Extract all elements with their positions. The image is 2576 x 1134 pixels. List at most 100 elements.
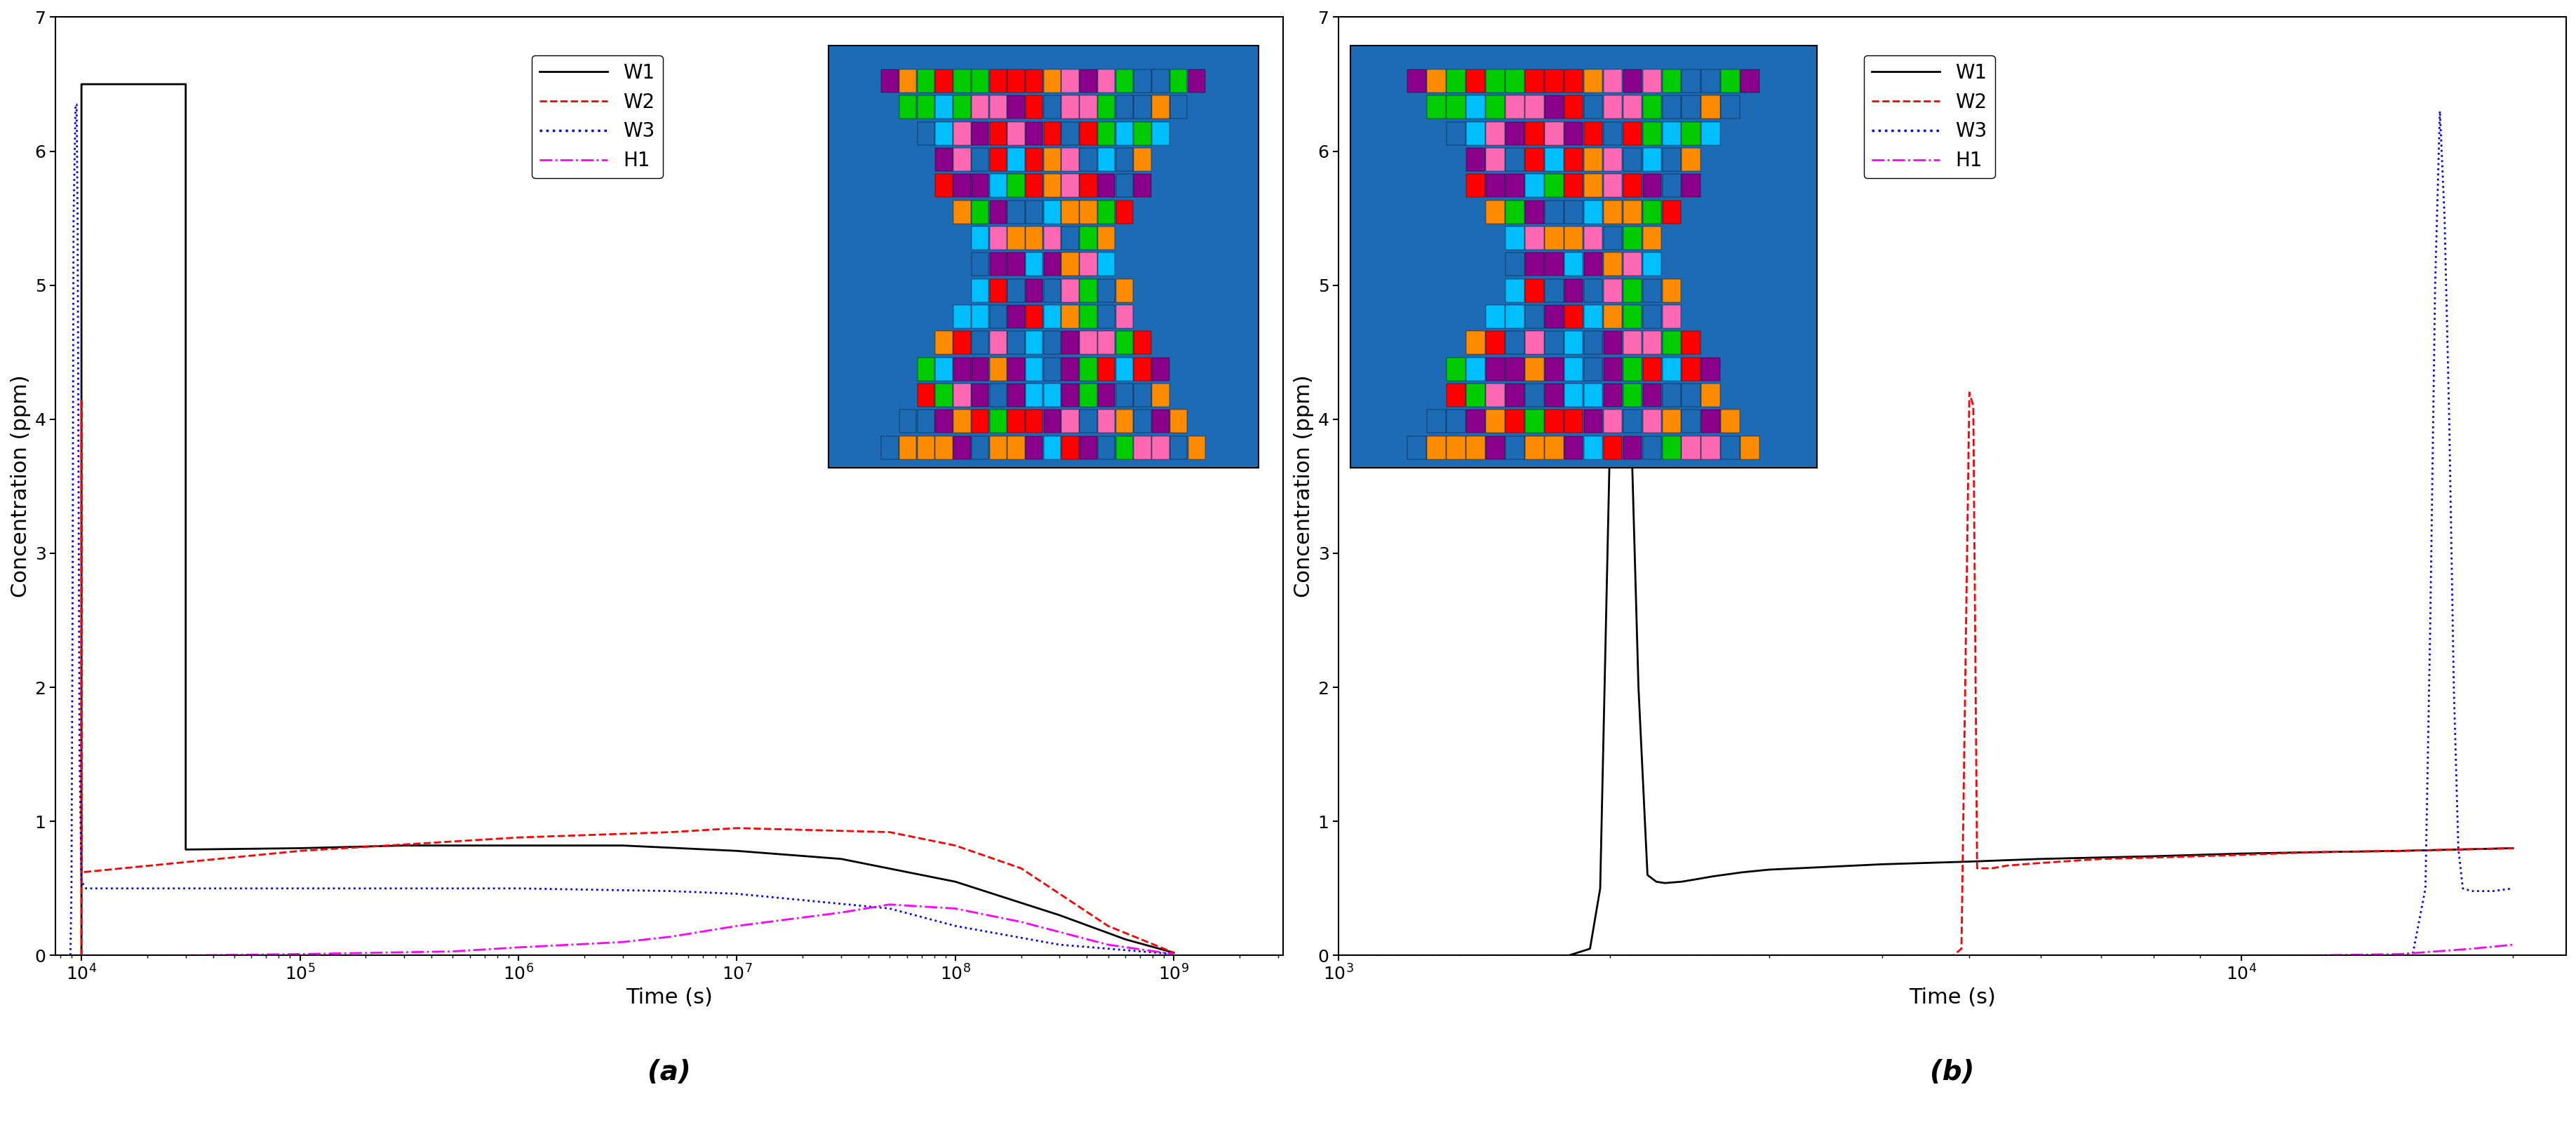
W3 (62, 211, 93, 225)
W1 (1649, 877, 1680, 890)
H1 (721, 920, 752, 933)
W1 (1553, 949, 1584, 963)
W3 (59, 211, 90, 225)
H1 (44, 949, 75, 963)
W1 (1110, 932, 1141, 946)
W2 (1953, 386, 1984, 399)
W3 (2437, 680, 2468, 694)
W3 (654, 885, 685, 898)
H1 (502, 940, 533, 954)
W2 (873, 826, 904, 839)
W1 (1574, 942, 1605, 956)
W1 (1623, 680, 1654, 694)
Text: (a): (a) (647, 1059, 690, 1085)
H1 (1005, 915, 1036, 929)
X-axis label: Time (s): Time (s) (626, 988, 714, 1008)
W2 (2025, 856, 2056, 870)
W1 (502, 839, 533, 853)
W3 (2442, 841, 2473, 855)
Line: W2: W2 (59, 399, 1175, 956)
W1 (1698, 870, 1728, 883)
W1 (1631, 869, 1662, 882)
W3 (67, 875, 98, 889)
H1 (654, 930, 685, 943)
Line: W1: W1 (59, 84, 1175, 956)
W1 (1613, 353, 1643, 366)
H1 (940, 902, 971, 915)
W1 (170, 77, 201, 91)
Line: W3: W3 (1337, 111, 2512, 956)
W3 (1321, 949, 1352, 963)
W1 (170, 843, 201, 856)
Line: W1: W1 (1337, 346, 2512, 956)
W2 (1991, 858, 2022, 872)
H1 (283, 947, 314, 960)
W1 (1481, 949, 1512, 963)
W1 (608, 839, 639, 853)
W3 (57, 613, 88, 627)
X-axis label: Time (s): Time (s) (1909, 988, 1996, 1008)
H1 (1595, 949, 1625, 963)
W1 (1043, 908, 1074, 922)
W3 (2419, 279, 2450, 293)
Text: (b): (b) (1929, 1059, 1973, 1085)
W3 (2476, 885, 2506, 898)
W2 (940, 839, 971, 853)
Y-axis label: Concentration (ppm): Concentration (ppm) (10, 375, 31, 598)
W2 (283, 844, 314, 857)
W3 (59, 98, 90, 111)
W1 (1595, 426, 1625, 440)
W1 (67, 77, 98, 91)
W3 (1754, 949, 1785, 963)
W2 (502, 831, 533, 845)
W1 (1584, 881, 1615, 895)
W2 (654, 826, 685, 839)
W2 (721, 821, 752, 835)
W3 (502, 881, 533, 895)
W3 (2414, 613, 2445, 627)
W3 (54, 949, 85, 963)
W2 (1005, 862, 1036, 875)
W3 (1953, 949, 1984, 963)
W2 (438, 835, 469, 848)
W3 (283, 881, 314, 895)
W1 (44, 949, 75, 963)
W3 (57, 881, 88, 895)
W1 (2496, 841, 2527, 855)
H1 (2383, 947, 2414, 960)
W3 (2409, 881, 2439, 895)
W2 (2087, 852, 2117, 865)
W1 (1682, 872, 1713, 886)
W3 (2396, 946, 2427, 959)
W3 (873, 902, 904, 915)
W3 (940, 920, 971, 933)
W1 (1321, 949, 1352, 963)
W3 (2025, 949, 2056, 963)
W3 (1043, 938, 1074, 951)
W3 (70, 881, 100, 895)
W3 (1865, 949, 1896, 963)
H1 (1092, 938, 1123, 951)
H1 (2138, 949, 2169, 963)
W3 (64, 747, 95, 761)
W2 (44, 949, 75, 963)
W2 (67, 949, 98, 963)
W1 (1726, 865, 1757, 879)
W3 (62, 98, 93, 111)
W3 (2383, 949, 2414, 963)
W2 (1945, 942, 1976, 956)
H1 (1754, 949, 1785, 963)
W2 (2226, 848, 2257, 862)
W1 (1159, 946, 1190, 959)
W2 (2138, 850, 2169, 864)
W1 (2298, 846, 2329, 860)
H1 (1159, 947, 1190, 960)
Y-axis label: Concentration (ppm): Concentration (ppm) (1293, 375, 1314, 598)
W1 (1641, 875, 1672, 889)
Line: W3: W3 (59, 104, 1175, 956)
W2 (2496, 841, 2527, 855)
W2 (1911, 949, 1942, 963)
H1 (170, 949, 201, 963)
W1 (824, 852, 855, 865)
W2 (1968, 862, 1999, 875)
